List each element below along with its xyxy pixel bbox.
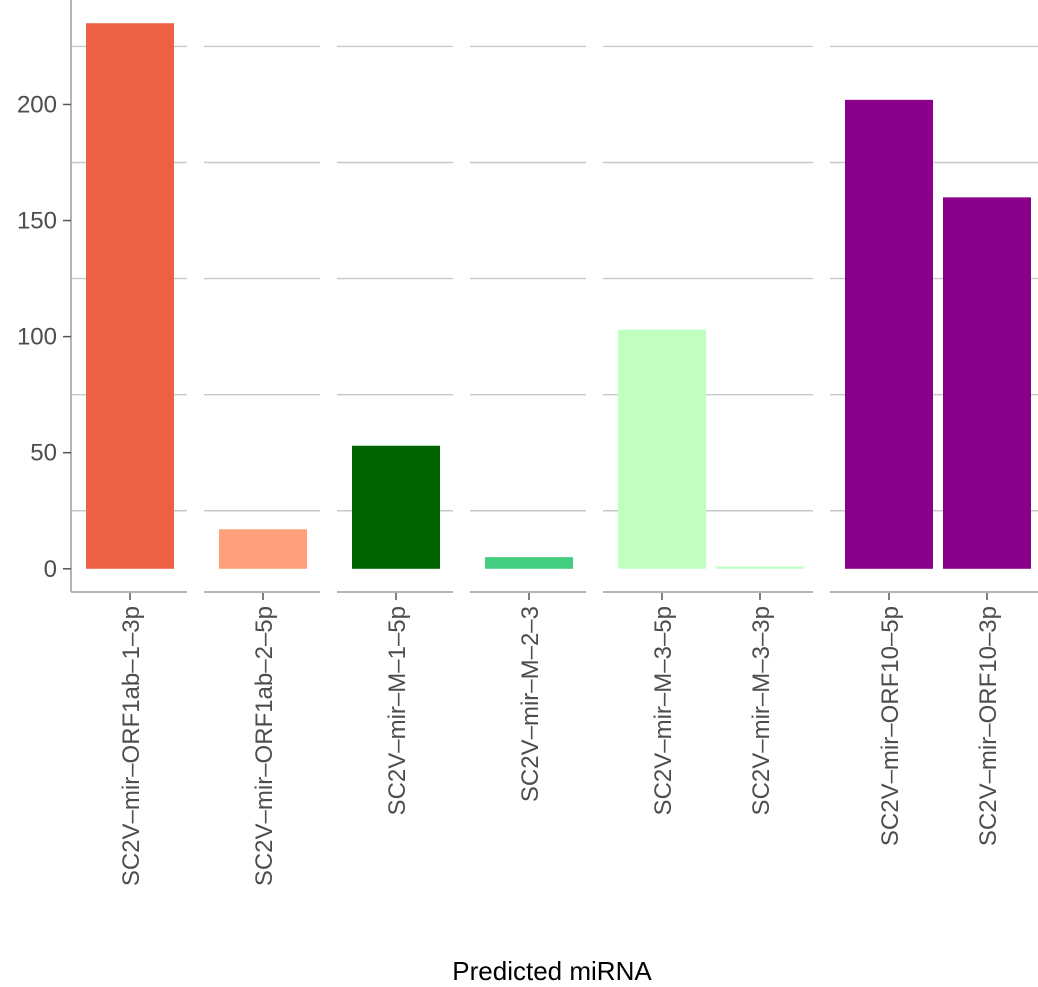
bar [485, 557, 573, 569]
y-axis-ticks: 0 50 100 150 200 [17, 91, 71, 583]
y-tick-label: 0 [44, 556, 57, 583]
axes [70, 0, 1038, 600]
bars [86, 23, 1031, 569]
x-tick-label: SC2V–mir–ORF1ab–1–3p [118, 606, 145, 886]
y-tick-label: 100 [17, 324, 57, 351]
x-tick-label: SC2V–mir–ORF10–5p [877, 606, 904, 846]
bar [943, 197, 1031, 569]
bar [618, 329, 706, 569]
x-tick-label: SC2V–mir–ORF10–3p [975, 606, 1002, 846]
bar [86, 23, 174, 569]
x-axis-title: Predicted miRNA [452, 956, 652, 986]
x-tick-label: SC2V–mir–M–1–5p [384, 606, 411, 815]
bar [219, 529, 307, 569]
x-tick-label: SC2V–mir–M–2–3 [517, 606, 544, 802]
y-tick-label: 50 [30, 440, 57, 467]
y-tick-label: 150 [17, 208, 57, 235]
bar [352, 445, 440, 569]
bar [716, 566, 804, 569]
x-axis-tick-labels: SC2V–mir–ORF1ab–1–3p SC2V–mir–ORF1ab–2–5p… [118, 606, 1002, 886]
x-tick-label: SC2V–mir–ORF1ab–2–5p [251, 606, 278, 886]
x-tick-label: SC2V–mir–M–3–5p [650, 606, 677, 815]
x-tick-label: SC2V–mir–M–3–3p [748, 606, 775, 815]
bar [845, 99, 933, 569]
y-tick-label: 200 [17, 91, 57, 118]
